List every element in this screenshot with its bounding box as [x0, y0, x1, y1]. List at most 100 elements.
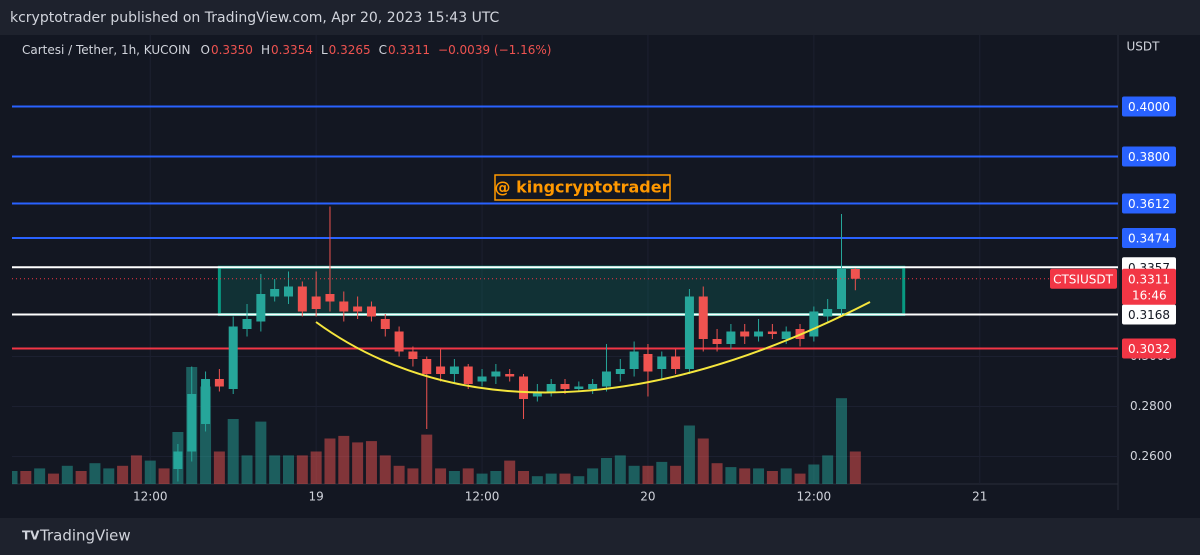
level-label-box — [1122, 193, 1176, 214]
volume-bar — [780, 468, 792, 484]
volume-bar — [808, 464, 820, 484]
level-label: 0.3612 — [1128, 197, 1170, 211]
volume-bar — [435, 468, 447, 484]
level-label-box — [1122, 338, 1176, 359]
volume-bar — [352, 442, 364, 484]
volume-bar — [393, 465, 405, 484]
zone — [217, 265, 906, 316]
candle-body — [684, 296, 694, 369]
level-label-box — [1122, 146, 1176, 167]
volume-bar — [20, 471, 32, 484]
candle-body — [712, 339, 722, 344]
volume-bar — [89, 463, 101, 484]
volume-bar — [642, 465, 654, 484]
volume-bar — [531, 476, 543, 484]
volume-bar — [200, 386, 212, 484]
legend-item: 0.3311 — [388, 43, 430, 57]
candle-body — [201, 379, 211, 424]
candle-body — [339, 301, 349, 312]
candle-body — [671, 356, 681, 369]
volume-bar — [462, 468, 474, 484]
volume-bar — [476, 473, 488, 484]
cup-curve — [315, 301, 871, 394]
level-label-box — [1122, 228, 1176, 248]
level-label: 0.3168 — [1128, 308, 1170, 322]
candle-body — [256, 294, 266, 322]
volume-bar — [365, 441, 377, 484]
candle-body — [325, 294, 335, 302]
volume-bar — [490, 471, 502, 484]
y-axis-label: USDT — [1127, 40, 1161, 54]
volume-bar — [12, 471, 18, 484]
x-tick-label: 19 — [309, 490, 324, 504]
candle-body — [767, 331, 777, 334]
candle-body — [214, 379, 224, 387]
footer-bar — [0, 518, 1200, 555]
volume-bar — [241, 455, 253, 484]
candle-body — [629, 351, 639, 369]
y-tick-label: 0.2600 — [1130, 449, 1172, 463]
volume-bar — [794, 473, 806, 484]
level-label: 0.4000 — [1128, 100, 1170, 114]
candle-body — [726, 331, 736, 344]
volume-bar — [75, 471, 87, 484]
volume-bar — [421, 434, 433, 484]
volume-bar — [697, 438, 709, 484]
volume-bar — [849, 451, 861, 484]
level-label-box — [1122, 96, 1176, 117]
volume-bar — [283, 455, 294, 484]
volume-bar — [255, 421, 267, 484]
volume-bar — [448, 471, 460, 484]
candle-body — [740, 331, 750, 337]
candle-body — [823, 309, 833, 317]
volume-bar — [324, 438, 336, 484]
volume-bar — [338, 435, 350, 484]
x-tick-label: 12:00 — [797, 490, 832, 504]
volume-bar — [822, 455, 834, 484]
candle-body — [643, 354, 653, 372]
volume-bar — [379, 455, 391, 484]
watermark: @ kingcryptotrader — [495, 178, 670, 197]
volume-bar — [61, 465, 73, 484]
candle-body — [353, 306, 363, 312]
header-title: kcryptotrader published on TradingView.c… — [10, 10, 500, 26]
volume-bar — [130, 455, 142, 484]
candle-body — [588, 384, 598, 389]
watermark-box — [494, 174, 671, 201]
volume-bar — [269, 455, 281, 484]
legend-item: O — [200, 43, 209, 57]
candle-body — [436, 366, 446, 374]
candle-body — [560, 384, 570, 389]
volume-bar — [504, 460, 516, 484]
legend-item: 0.3350 — [211, 43, 253, 57]
candle-body — [422, 359, 432, 374]
volume-bar — [310, 451, 322, 484]
x-tick-label: 12:00 — [133, 490, 168, 504]
level-label: 0.3032 — [1128, 342, 1170, 356]
volume-bar — [117, 465, 129, 484]
volume-bar — [836, 398, 847, 484]
volume-bar — [158, 468, 170, 484]
candle-body — [187, 394, 197, 452]
volume-bar — [656, 461, 668, 484]
candle-body — [366, 306, 376, 317]
volume-bar — [739, 468, 751, 484]
volume-bar — [213, 451, 225, 484]
volume-bar — [628, 465, 640, 484]
candle-body — [657, 356, 667, 369]
symbol-label: CTSIUSDT — [1053, 272, 1114, 286]
candle-body — [242, 319, 252, 329]
volume-bar — [711, 463, 723, 484]
candle-body — [546, 384, 556, 392]
volume-bar — [407, 468, 419, 484]
y-tick-label: 0.2800 — [1130, 399, 1172, 413]
volume-bar — [587, 468, 599, 484]
candle-body — [463, 366, 473, 384]
volume-bar — [47, 473, 59, 484]
current-price-box — [1122, 268, 1176, 305]
volume-bar — [518, 471, 530, 484]
candle-body — [698, 296, 708, 339]
symbol-box — [1050, 268, 1117, 289]
level-label: 0.3474 — [1128, 232, 1170, 246]
